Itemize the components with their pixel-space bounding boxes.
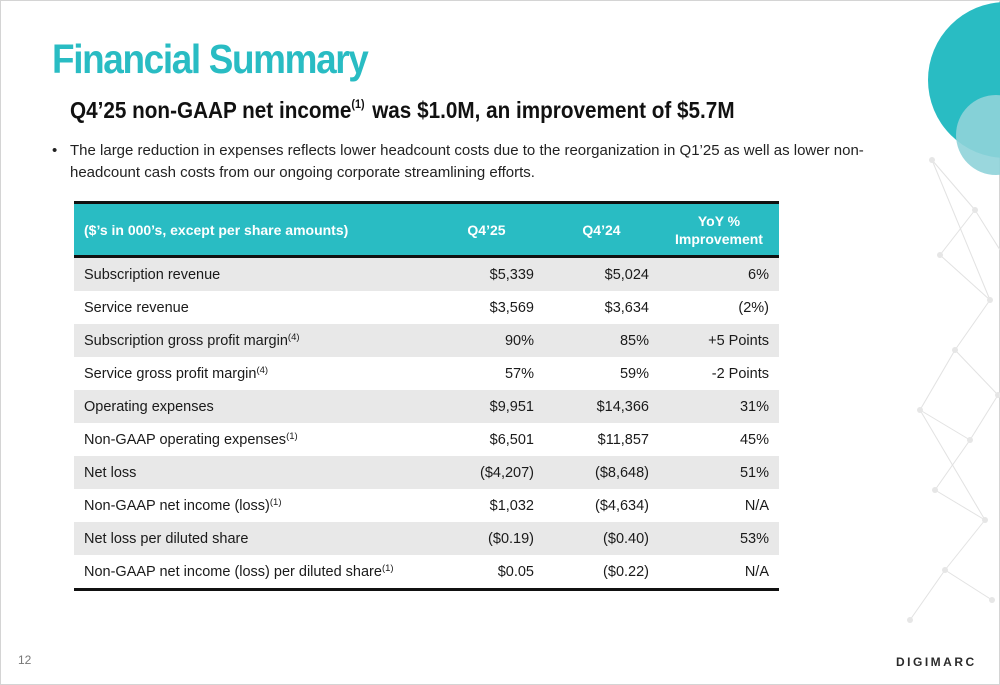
- table-row: Service revenue $3,569 $3,634 (2%): [74, 291, 779, 324]
- headline: Q4’25 non-GAAP net income(1) was $1.0M, …: [70, 97, 735, 124]
- row-label-text: Subscription revenue: [84, 266, 221, 283]
- cell-q4-25: 90%: [504, 332, 534, 349]
- row-label-text: Service gross profit margin: [84, 366, 257, 382]
- cell-q4-24: $11,857: [597, 431, 649, 448]
- cell-q4-24: ($4,634): [594, 497, 649, 514]
- cell-q4-24: ($0.40): [603, 530, 649, 547]
- headline-text-a: Q4’25 non-GAAP net income: [70, 97, 352, 123]
- header-yoy: YoY % Improvement: [659, 201, 779, 258]
- cell-yoy: 6%: [748, 266, 769, 283]
- cell-yoy: 53%: [739, 530, 769, 547]
- table-row: Subscription gross profit margin(4) 90% 85…: [74, 324, 779, 357]
- cell-yoy: 45%: [739, 431, 769, 448]
- cell-q4-25: ($4,207): [479, 464, 534, 481]
- row-footnote: (1): [381, 563, 394, 574]
- header-yoy-line1: YoY %: [697, 212, 741, 229]
- decor-circle-light: [956, 95, 1000, 175]
- table-body: Subscription revenue $5,339 $5,024 6% Servic…: [74, 256, 779, 591]
- cell-yoy: -2 Points: [711, 365, 769, 382]
- headline-footnote: (1): [351, 97, 365, 111]
- row-label-text: Operating expenses: [84, 398, 214, 415]
- cell-q4-25: $0.05: [429, 555, 544, 591]
- cell-q4-25: $1,032: [489, 497, 534, 514]
- cell-q4-24: ($8,648): [594, 464, 649, 481]
- cell-yoy: (2%): [738, 299, 769, 316]
- bullet-text: The large reduction in expenses reflects…: [70, 142, 864, 181]
- digimarc-logo: DIGIMARC: [896, 655, 977, 669]
- table-row: Service gross profit margin(4) 57% 59% -2 P…: [74, 357, 779, 390]
- row-footnote: (4): [256, 365, 269, 376]
- row-label-text: Service revenue: [84, 299, 189, 316]
- cell-q4-24: 85%: [619, 332, 649, 349]
- header-q4-25: Q4’25: [429, 201, 544, 258]
- cell-q4-25: 57%: [504, 365, 534, 382]
- row-label: Non-GAAP operating expenses(1): [74, 423, 429, 456]
- cell-q4-25: $9,951: [489, 398, 534, 415]
- cell-yoy: +5 Points: [708, 332, 769, 349]
- table-row: Net loss per diluted share ($0.19) ($0.40)…: [74, 522, 779, 555]
- row-label: Net loss: [74, 456, 429, 489]
- row-label: Service gross profit margin(4): [74, 357, 429, 390]
- cell-yoy: 31%: [739, 398, 769, 415]
- cell-q4-25: ($0.19): [488, 530, 534, 547]
- row-label: Non-GAAP net income (loss)(1): [74, 489, 429, 522]
- cell-q4-25: $3,569: [489, 299, 534, 316]
- table-row: Subscription revenue $5,339 $5,024 6%: [74, 256, 779, 292]
- table-header-row: ($’s in 000’s, except per share amounts)…: [74, 201, 779, 258]
- row-footnote: (1): [269, 497, 282, 508]
- financial-summary-table: ($’s in 000’s, except per share amounts)…: [74, 201, 779, 591]
- cell-yoy: N/A: [659, 555, 779, 591]
- cell-q4-24: 59%: [619, 365, 649, 382]
- row-label: Non-GAAP net income (loss) per diluted s…: [74, 555, 429, 591]
- cell-q4-25: $6,501: [489, 431, 534, 448]
- row-label-text: Net loss per diluted share: [84, 530, 249, 547]
- row-label-text: Non-GAAP net income (loss) per diluted s…: [84, 564, 382, 580]
- header-yoy-line2: Improvement: [675, 230, 763, 247]
- cell-q4-24: $14,366: [596, 398, 649, 415]
- bullet-dot-icon: •: [52, 142, 58, 159]
- page-number: 12: [18, 653, 32, 667]
- page-title: Financial Summary: [52, 36, 369, 82]
- row-label-text: Net loss: [84, 464, 137, 481]
- row-label: Service revenue: [74, 291, 429, 324]
- header-q4-24: Q4’24: [544, 201, 659, 258]
- table-row: Net loss ($4,207) ($8,648) 51%: [74, 456, 779, 489]
- row-footnote: (1): [286, 431, 298, 442]
- table-row: Non-GAAP net income (loss)(1) $1,032 ($4,6…: [74, 489, 779, 522]
- table-row: Operating expenses $9,951 $14,366 31%: [74, 390, 779, 423]
- headline-text-b: was $1.0M, an improvement of $5.7M: [366, 97, 735, 123]
- cell-q4-24: $3,634: [604, 299, 649, 316]
- cell-yoy: 51%: [739, 464, 769, 481]
- row-label: Subscription gross profit margin(4): [74, 324, 429, 357]
- row-label-text: Non-GAAP net income (loss): [84, 498, 270, 514]
- row-label-text: Non-GAAP operating expenses: [84, 432, 287, 448]
- table-row: Non-GAAP net income (loss) per diluted s…: [74, 555, 779, 591]
- cell-q4-24: ($0.22): [544, 555, 659, 591]
- row-label: Subscription revenue: [74, 257, 429, 292]
- decorative-network-graphic: [907, 2, 1000, 623]
- row-footnote: (4): [287, 332, 300, 343]
- row-label: Net loss per diluted share: [74, 522, 429, 555]
- cell-yoy: N/A: [744, 497, 769, 514]
- header-metric: ($’s in 000’s, except per share amounts): [74, 201, 429, 258]
- cell-q4-24: $5,024: [604, 266, 649, 283]
- bullet-point: • The large reduction in expenses reflec…: [52, 140, 882, 184]
- table-row: Non-GAAP operating expenses(1) $6,501 $11,…: [74, 423, 779, 456]
- row-label-text: Subscription gross profit margin: [84, 333, 288, 349]
- cell-q4-25: $5,339: [489, 266, 534, 283]
- row-label: Operating expenses: [74, 390, 429, 423]
